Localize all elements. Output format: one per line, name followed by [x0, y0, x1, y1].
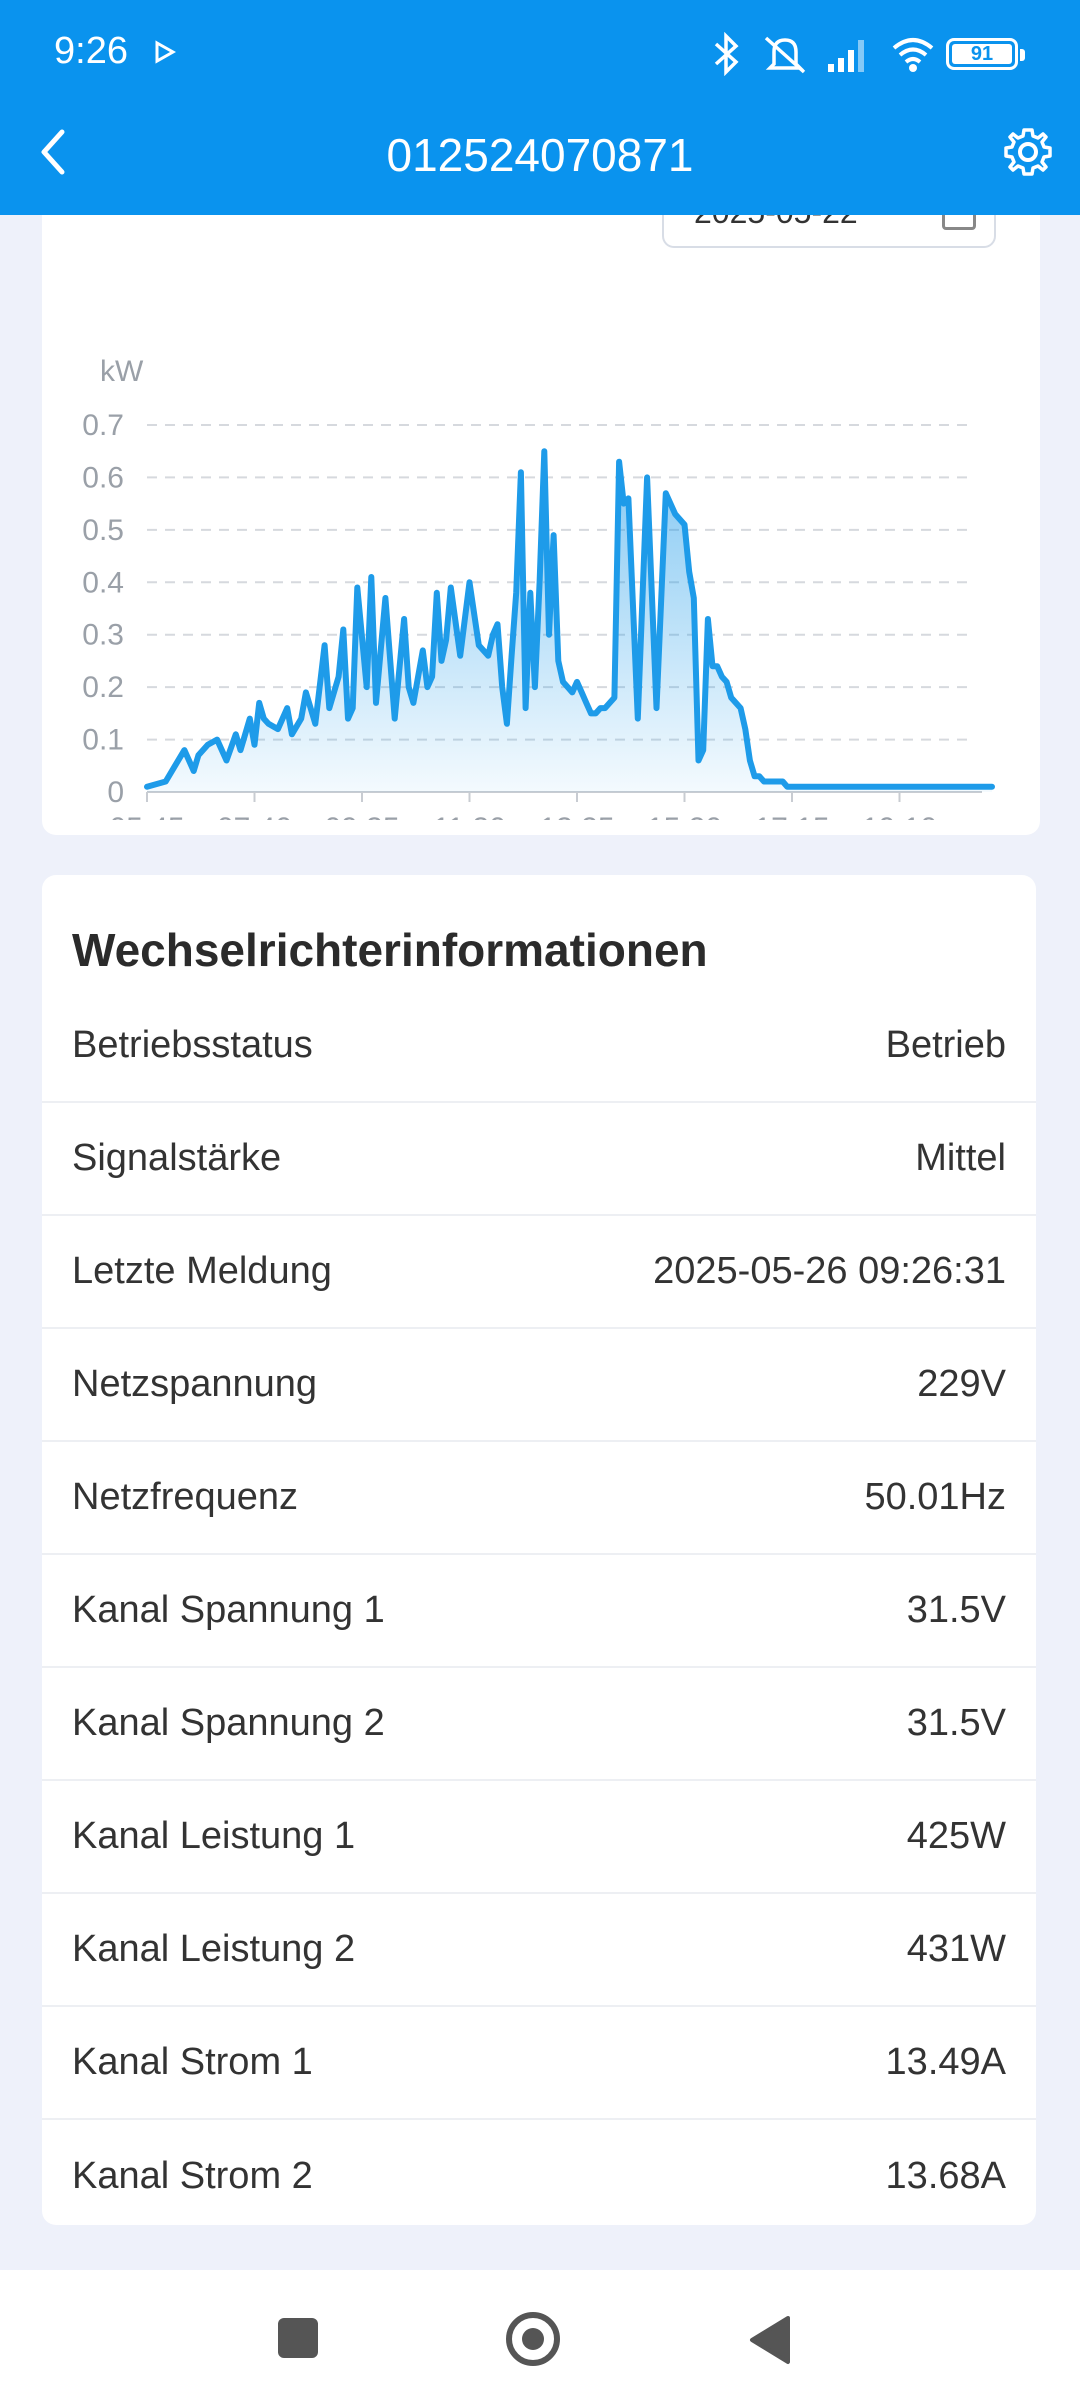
x-tick-label: 05:45: [109, 812, 184, 820]
x-tick-label: 13:25: [539, 812, 614, 820]
wifi-icon: [892, 38, 934, 72]
info-row-label: Signalstärke: [72, 1137, 282, 1179]
info-row-label: Kanal Strom 1: [72, 2041, 313, 2083]
page-title: 012524070871: [386, 129, 694, 181]
info-row: Signalstärke Mittel: [42, 1103, 1036, 1216]
info-row: Kanal Spannung 1 31.5V: [42, 1555, 1036, 1668]
info-row: Netzspannung 229V: [42, 1329, 1036, 1442]
info-row-label: Kanal Leistung 1: [72, 1815, 356, 1857]
info-title: Wechselrichterinformationen: [72, 924, 708, 976]
info-row-label: Kanal Strom 2: [72, 2155, 313, 2197]
info-row: Kanal Strom 1 13.49A: [42, 2007, 1036, 2120]
back-arrow-icon[interactable]: [30, 122, 80, 182]
x-tick-label: 07:40: [217, 812, 292, 820]
chart-area-fill: [147, 451, 992, 792]
info-row: Kanal Strom 2 13.68A: [42, 2120, 1036, 2233]
info-row-value: 431W: [906, 1928, 1006, 1970]
info-row-value: 13.49A: [885, 2041, 1006, 2083]
y-tick-label: 0.4: [82, 566, 124, 599]
signal-icon: [828, 40, 864, 72]
system-nav-bar: [0, 2270, 1080, 2400]
info-row-label: Kanal Spannung 2: [72, 1702, 385, 1744]
y-tick-label: 0.5: [82, 514, 124, 547]
info-row-value: Betrieb: [885, 1024, 1006, 1066]
y-tick-label: 0.6: [82, 461, 124, 494]
info-row-label: Netzspannung: [72, 1363, 318, 1405]
y-axis-unit: kW: [100, 355, 144, 388]
recent-apps-icon[interactable]: [278, 2318, 318, 2358]
y-tick-label: 0.3: [82, 619, 124, 652]
play-icon: [155, 40, 176, 64]
info-row-label: Netzfrequenz: [72, 1476, 299, 1518]
info-row-value: Mittel: [915, 1137, 1006, 1179]
y-tick-label: 0.2: [82, 671, 124, 704]
info-row: Netzfrequenz 50.01Hz: [42, 1442, 1036, 1555]
info-row-value: 50.01Hz: [864, 1476, 1006, 1518]
bluetooth-icon: [714, 32, 739, 76]
inverter-info-card: Wechselrichterinformationen Betriebsstat…: [42, 875, 1036, 2225]
app-bar: 9:26 91 012524070871: [0, 0, 1080, 215]
info-row-value: 31.5V: [906, 1589, 1006, 1631]
battery-level: 91: [970, 43, 994, 65]
status-icons: [710, 28, 1042, 80]
settings-gear-icon[interactable]: [1002, 126, 1054, 178]
x-tick-label: 17:15: [754, 812, 829, 820]
battery-icon: 91: [946, 38, 1025, 70]
status-time: 9:26: [54, 30, 128, 72]
info-row-value: 229V: [917, 1363, 1006, 1405]
back-triangle-icon[interactable]: [748, 2314, 792, 2366]
info-row-label: Kanal Spannung 1: [72, 1589, 385, 1631]
info-row: Betriebsstatus Betrieb: [42, 990, 1036, 1103]
info-row-label: Letzte Meldung: [72, 1250, 332, 1292]
info-row-value: 425W: [906, 1815, 1006, 1857]
chart-series-line: [144, 448, 995, 790]
x-tick-label: 11:30: [433, 812, 506, 820]
power-chart: kW 0 0.1 0.2 0.3 0.4 0.5 0.6 0.7 05:45 07:40 09:3…: [82, 355, 995, 820]
info-row: Kanal Leistung 2 431W: [42, 1894, 1036, 2007]
info-row-value: 13.68A: [885, 2155, 1006, 2197]
info-row: Letzte Meldung 2025-05-26 09:26:31: [42, 1216, 1036, 1329]
home-icon[interactable]: [506, 2312, 560, 2366]
info-row: Kanal Spannung 2 31.5V: [42, 1668, 1036, 1781]
y-tick-label: 0: [107, 776, 124, 809]
info-row: Kanal Leistung 1 425W: [42, 1781, 1036, 1894]
info-row-value: 31.5V: [906, 1702, 1006, 1744]
y-tick-label: 0.1: [82, 724, 124, 757]
info-row-value: 2025-05-26 09:26:31: [653, 1250, 1006, 1292]
y-tick-label: 0.7: [82, 409, 124, 442]
info-row-label: Kanal Leistung 2: [72, 1928, 356, 1970]
x-tick-label: 15:20: [647, 812, 722, 820]
bell-off-icon: [764, 36, 806, 74]
info-list: Betriebsstatus Betrieb Signalstärke Mittel L…: [42, 990, 1036, 2233]
status-bar: 9:26 91: [0, 0, 1080, 110]
info-row-label: Betriebsstatus: [72, 1024, 313, 1066]
x-tick-label: 19:10: [862, 812, 937, 820]
chart-card: 2025-05-22 kW 00.10.20.30.40.50.60.7 05:…: [42, 180, 1040, 835]
x-tick-label: 09:35: [324, 812, 399, 820]
